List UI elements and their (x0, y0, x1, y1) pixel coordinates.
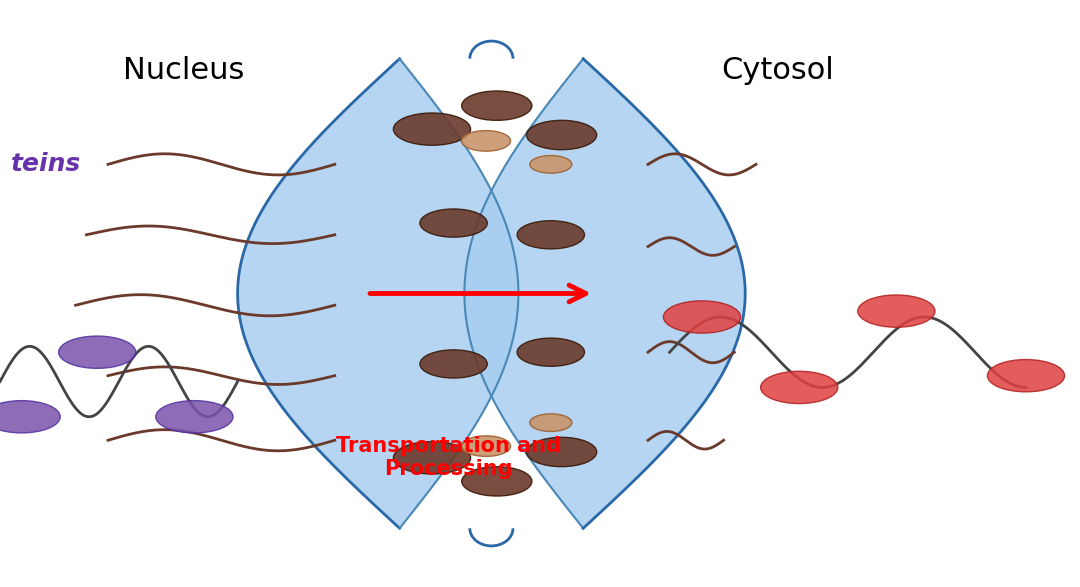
Polygon shape (464, 59, 745, 528)
Text: teins: teins (11, 153, 81, 176)
Text: Transportation and
Processing: Transportation and Processing (336, 436, 561, 480)
Polygon shape (238, 59, 518, 528)
Ellipse shape (393, 113, 471, 146)
Ellipse shape (461, 131, 511, 151)
Ellipse shape (393, 442, 471, 474)
Ellipse shape (760, 372, 838, 404)
Ellipse shape (462, 467, 531, 496)
Ellipse shape (420, 350, 487, 378)
Ellipse shape (527, 120, 597, 150)
Text: Nucleus: Nucleus (123, 56, 244, 85)
Ellipse shape (420, 209, 487, 237)
Ellipse shape (530, 414, 572, 431)
Text: Cytosol: Cytosol (721, 56, 834, 85)
Ellipse shape (156, 401, 233, 433)
Ellipse shape (663, 301, 741, 333)
Ellipse shape (461, 436, 511, 457)
Ellipse shape (462, 91, 531, 120)
Ellipse shape (517, 338, 584, 366)
Ellipse shape (530, 156, 572, 173)
Ellipse shape (517, 221, 584, 249)
Ellipse shape (58, 336, 136, 369)
Ellipse shape (858, 295, 935, 328)
Ellipse shape (987, 359, 1065, 392)
Ellipse shape (0, 401, 60, 433)
Ellipse shape (527, 437, 597, 467)
